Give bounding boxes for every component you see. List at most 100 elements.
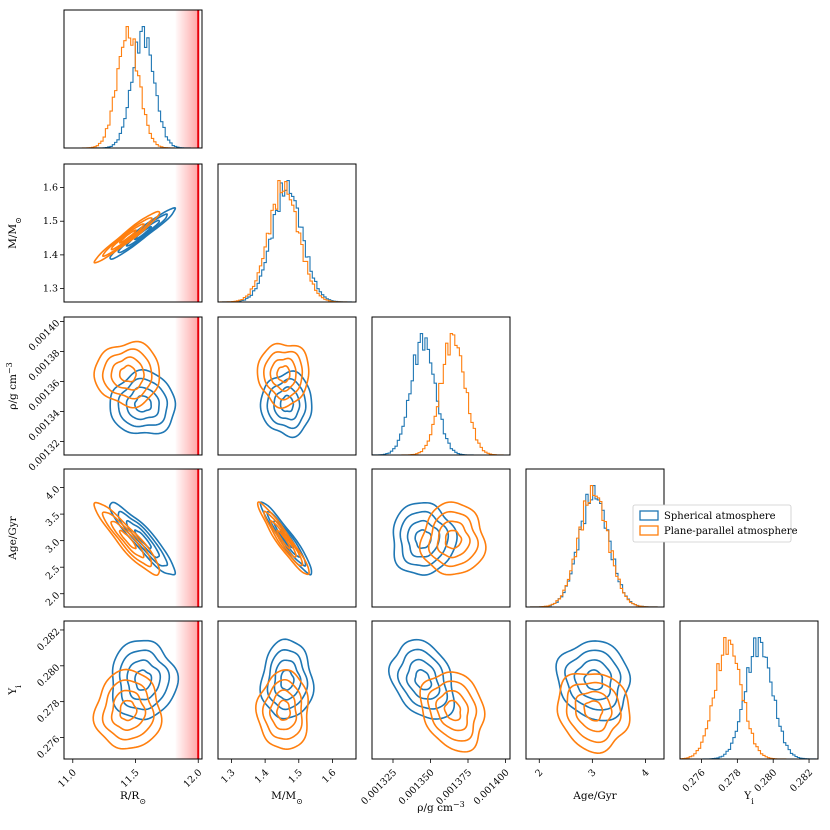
contour-spherical-atmosphere-level-4 <box>108 501 177 576</box>
y-tick-label: 0.282 <box>35 626 62 653</box>
panel-rho-vs-M <box>217 316 357 456</box>
contour-plane-parallel-atmosphere-level-2 <box>110 223 145 251</box>
legend-swatch-plane-parallel <box>639 525 659 536</box>
panel-frame <box>63 620 203 760</box>
y-tick-label: 4.0 <box>44 484 62 502</box>
y-tick-label: 3.5 <box>44 511 62 529</box>
panel-frame <box>525 620 665 760</box>
contour-spherical-atmosphere-level-4 <box>111 639 180 721</box>
histogram-plane-parallel-atmosphere <box>680 637 818 759</box>
x-tick-label: 11.5 <box>119 767 142 790</box>
contour-plane-parallel-atmosphere-level-3 <box>102 217 153 258</box>
contour-spherical-atmosphere-level-1 <box>279 394 295 413</box>
panel-Yi-vs-Yi: 0.276 0.278 0.280 0.282 Yi <box>679 620 819 806</box>
contour-plane-parallel-atmosphere-level-2 <box>268 689 298 731</box>
contour-spherical-atmosphere-level-3 <box>396 648 449 710</box>
panel-content <box>680 637 818 759</box>
y-tick-label: 0.278 <box>35 698 62 725</box>
contour-plane-parallel-atmosphere-level-4 <box>418 501 487 576</box>
contour-spherical-atmosphere-level-2 <box>406 519 441 558</box>
panel-R-vs-R <box>63 9 203 149</box>
y-tick-label: 0.00132 <box>27 438 63 474</box>
panel-frame <box>217 163 357 303</box>
contour-plane-parallel-atmosphere-level-4 <box>556 672 631 754</box>
contour-spherical-atmosphere-level-1 <box>134 669 153 691</box>
y-tick-label: 0.00140 <box>27 318 63 354</box>
panel-content <box>555 640 632 754</box>
contour-spherical-atmosphere-level-3 <box>118 649 171 711</box>
panel-frame <box>217 316 357 456</box>
contour-plane-parallel-atmosphere-level-4 <box>92 668 163 750</box>
radius-limit-shade <box>175 621 199 759</box>
panel-M-vs-R: 1.3 1.4 1.5 1.6 M/M⊙ <box>7 163 203 303</box>
legend-label-plane-parallel: Plane-parallel atmosphere <box>664 526 798 537</box>
panel-rho-vs-rho <box>371 316 511 456</box>
x-tick-label: 0.282 <box>788 767 815 794</box>
panel-Yi-vs-age: 2 3 4 Age/Gyr <box>525 620 665 802</box>
contour-plane-parallel-atmosphere-level-3 <box>263 350 304 401</box>
contour-spherical-atmosphere-level-4 <box>259 638 315 720</box>
y-axis-label: M/M⊙ <box>7 217 23 249</box>
histogram-plane-parallel-atmosphere <box>526 485 664 607</box>
contour-plane-parallel-atmosphere-level-2 <box>435 689 470 732</box>
panel-Yi-vs-M: 1.3 1.4 1.5 1.6 M/M⊙ <box>217 620 357 806</box>
contour-plane-parallel-atmosphere-level-3 <box>101 679 155 741</box>
contour-spherical-atmosphere-level-2 <box>573 659 613 701</box>
y-tick-label: 3.0 <box>44 537 62 555</box>
contour-plane-parallel-atmosphere-level-2 <box>110 520 145 559</box>
contour-spherical-atmosphere-level-2 <box>273 386 301 421</box>
panel-content <box>218 180 356 302</box>
y-tick-label: 2.5 <box>44 564 62 582</box>
panel-frame <box>217 620 357 760</box>
x-axis-label: R/R⊙ <box>120 790 146 806</box>
panel-content <box>372 333 510 455</box>
panel-M-vs-M <box>217 163 357 303</box>
contour-plane-parallel-atmosphere-level-2 <box>110 356 145 391</box>
panel-content <box>92 621 200 759</box>
legend-swatch-spherical <box>639 510 659 521</box>
legend-label-spherical: Spherical atmosphere <box>664 511 776 522</box>
label-sub: i <box>751 797 754 806</box>
panel-content <box>392 501 487 576</box>
legend-frame <box>632 504 792 543</box>
label-sup: −3 <box>5 362 14 374</box>
x-tick-label: 1.6 <box>320 767 338 785</box>
panel-content <box>254 638 315 750</box>
y-tick-label: 0.00134 <box>27 408 63 444</box>
x-tick-label: 0.001400 <box>472 767 512 807</box>
contour-plane-parallel-atmosphere-level-1 <box>276 529 291 550</box>
y-tick-label: 1.4 <box>43 250 58 261</box>
contour-plane-parallel-atmosphere-level-1 <box>119 699 138 722</box>
contour-plane-parallel-atmosphere-level-3 <box>565 681 622 744</box>
contour-spherical-atmosphere-level-1 <box>583 669 604 691</box>
x-tick-label: 4 <box>639 767 651 779</box>
contour-plane-parallel-atmosphere-level-4 <box>93 210 161 264</box>
contour-plane-parallel-atmosphere-level-3 <box>101 348 153 400</box>
panel-content <box>256 501 313 576</box>
histogram-spherical-atmosphere <box>526 485 664 607</box>
panel-content <box>387 638 486 753</box>
contour-plane-parallel-atmosphere-level-1 <box>583 700 604 722</box>
x-tick-label: 3 <box>586 767 598 779</box>
y-axis-label: Yi <box>7 685 23 696</box>
contour-spherical-atmosphere-level-2 <box>405 658 441 700</box>
label-sub: ⊙ <box>14 217 23 224</box>
x-tick-label: 0.001325 <box>359 767 399 807</box>
panel-age-vs-R: 2.0 2.5 3.0 3.5 4.0 Age/Gyr <box>7 468 203 609</box>
contour-spherical-atmosphere-level-2 <box>126 659 162 701</box>
contour-plane-parallel-atmosphere-level-2 <box>110 689 147 732</box>
panel-content <box>256 342 313 439</box>
contour-plane-parallel-atmosphere-level-1 <box>443 699 462 722</box>
contour-plane-parallel-atmosphere-level-1 <box>275 699 292 721</box>
contour-plane-parallel-atmosphere-level-1 <box>118 529 137 550</box>
histogram-spherical-atmosphere <box>680 637 818 759</box>
panel-frame <box>217 468 357 608</box>
x-tick-label: 1.3 <box>219 767 237 785</box>
contour-plane-parallel-atmosphere-level-4 <box>256 342 310 410</box>
x-tick-label: 0.278 <box>716 767 743 794</box>
contour-plane-parallel-atmosphere-level-4 <box>419 671 486 753</box>
contour-plane-parallel-atmosphere-level-3 <box>426 680 478 742</box>
y-tick-label: 1.3 <box>43 284 58 295</box>
